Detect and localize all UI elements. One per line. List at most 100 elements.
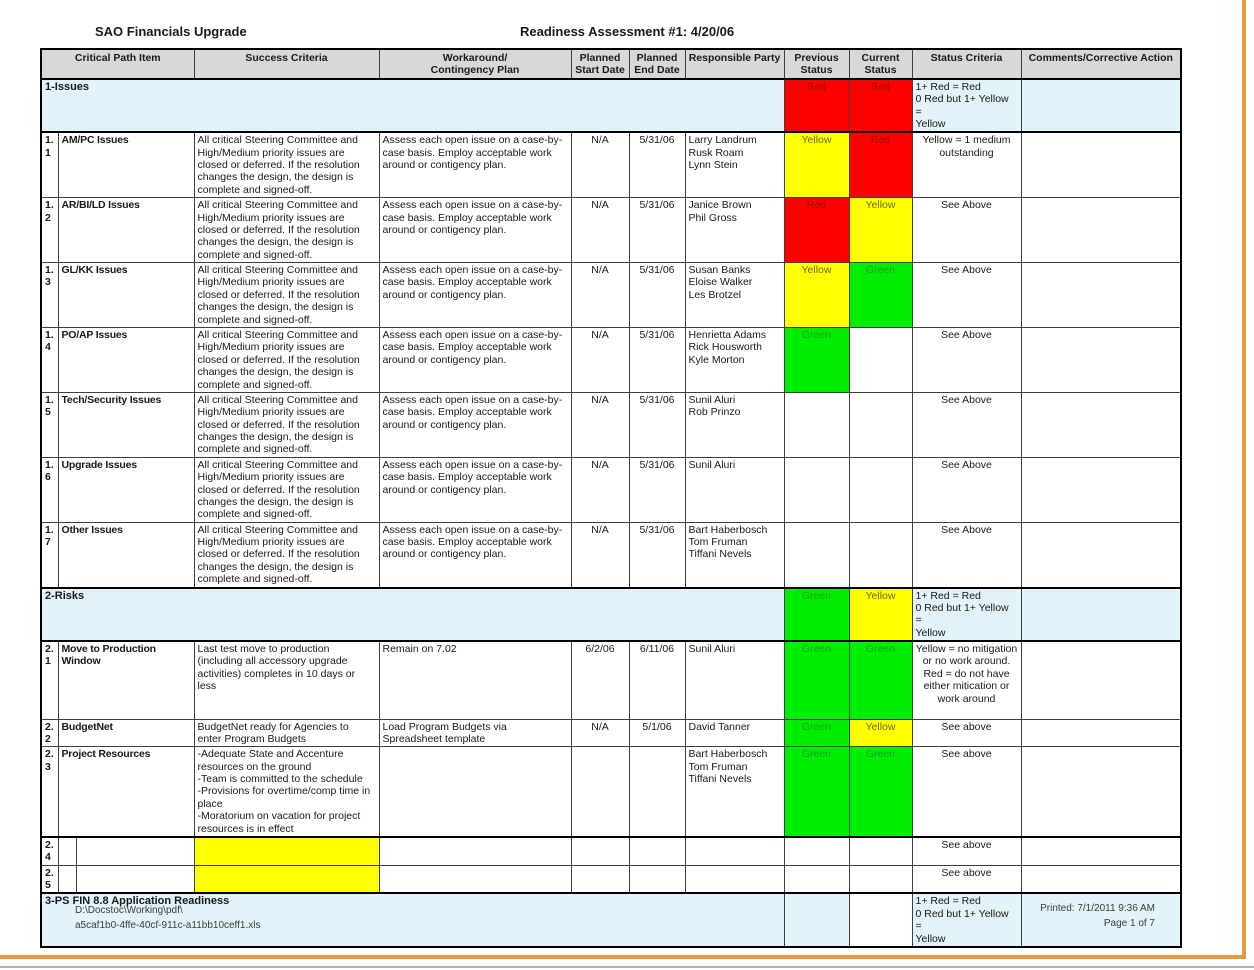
cell-critical-path-item: AR/BI/LD Issues xyxy=(57,197,195,263)
cell-current-status: Red xyxy=(848,77,913,134)
cell-planned-start-date xyxy=(570,835,630,866)
cell-current-status xyxy=(848,327,913,393)
cell-workaround: Assess each open issue on a case-by-case… xyxy=(378,521,572,589)
cell-responsible-party: Bart Haberbosch Tom Fruman Tiffani Nevel… xyxy=(684,746,785,838)
cell-current-status xyxy=(848,892,913,948)
cell-critical-path-item: PO/AP Issues xyxy=(57,327,195,393)
cell-critical-path-item xyxy=(75,835,195,866)
cell-workaround xyxy=(378,746,572,838)
cell-planned-start-date: N/A xyxy=(570,456,630,523)
cell-critical-path-item: Upgrade Issues xyxy=(57,456,195,523)
cell-current-status xyxy=(848,521,913,589)
section-label: 2-Risks xyxy=(40,586,785,642)
cell-status-criteria: See above xyxy=(911,864,1022,894)
cell-planned-end-date: 5/1/06 xyxy=(628,718,686,748)
table-row-1.6: 1.6 Upgrade Issues All critical Steering C… xyxy=(40,456,1182,523)
cell-critical-path-item: Project Resources xyxy=(57,746,195,838)
cell-row-number: 1.2 xyxy=(40,197,59,263)
cell-comments xyxy=(1020,864,1182,894)
cell-comments xyxy=(1020,746,1182,838)
cell-comments xyxy=(1020,327,1182,393)
cell-row-number: 1.6 xyxy=(40,456,59,523)
cell-workaround xyxy=(378,835,572,866)
cell-status-criteria: 1+ Red = Red 0 Red but 1+ Yellow = Yello… xyxy=(911,586,1022,642)
table-row-1.7: 1.7 Other Issues All critical Steering Com… xyxy=(40,521,1182,589)
cell-current-status: Green xyxy=(848,746,913,838)
cell-previous-status: Red xyxy=(783,197,850,263)
cell-previous-status xyxy=(783,835,850,866)
cell-workaround: Assess each open issue on a case-by-case… xyxy=(378,327,572,393)
cell-previous-status: Yellow xyxy=(783,131,850,199)
cell-status-criteria: See Above xyxy=(911,262,1022,328)
page-frame-bottom xyxy=(0,955,1246,959)
cell-previous-status: Green xyxy=(783,640,850,720)
cell-planned-start-date xyxy=(570,864,630,894)
cell-comments xyxy=(1020,197,1182,263)
cell-previous-status: Green xyxy=(783,586,850,642)
table-row-2.5: 2.5 See above xyxy=(40,864,1182,894)
cell-row-number: 1.7 xyxy=(40,521,59,589)
cell-planned-end-date: 5/31/06 xyxy=(628,197,686,263)
table-row-2.4: 2.4 See above xyxy=(40,835,1182,866)
cell-planned-start-date: 6/2/06 xyxy=(570,640,630,720)
table-header-row: Critical Path Item Success Criteria Workar… xyxy=(40,48,1182,80)
cell-status-criteria: See Above xyxy=(911,197,1022,263)
cell-responsible-party: Bart Haberbosch Tom Fruman Tiffani Nevel… xyxy=(684,521,785,589)
cell-success-criteria xyxy=(193,864,380,894)
cell-comments xyxy=(1020,718,1182,748)
assessment-title: Readiness Assessment #1: 4/20/06 xyxy=(520,24,735,39)
cell-comments xyxy=(1020,456,1182,523)
cell-success-criteria xyxy=(193,835,380,866)
cell-planned-start-date: N/A xyxy=(570,131,630,199)
cell-critical-path-item: GL/KK Issues xyxy=(57,262,195,328)
cell-current-status: Red xyxy=(848,131,913,199)
cell-planned-end-date: 5/31/06 xyxy=(628,521,686,589)
cell-status-criteria: See above xyxy=(911,718,1022,748)
cell-previous-status: Green xyxy=(783,746,850,838)
cell-comments xyxy=(1020,77,1182,134)
section-label: 3-PS FIN 8.8 Application Readiness xyxy=(40,892,785,948)
table-row-1.2: 1.2 AR/BI/LD Issues All critical Steering … xyxy=(40,197,1182,263)
cell-status-criteria: See Above xyxy=(911,391,1022,458)
cell-workaround: Assess each open issue on a case-by-case… xyxy=(378,197,572,263)
cell-critical-path-item: Move to Production Window xyxy=(57,640,195,720)
cell-workaround: Assess each open issue on a case-by-case… xyxy=(378,456,572,523)
cell-responsible-party: Janice Brown Phil Gross xyxy=(684,197,785,263)
cell-workaround: Assess each open issue on a case-by-case… xyxy=(378,391,572,458)
cell-current-status: Yellow xyxy=(848,718,913,748)
cell-critical-path-item: Other Issues xyxy=(57,521,195,589)
cell-current-status: Yellow xyxy=(848,197,913,263)
cell-critical-path-item: Tech/Security Issues xyxy=(57,391,195,458)
cell-success-criteria: Last test move to production (including … xyxy=(193,640,380,720)
cell-status-criteria: Yellow = 1 medium outstanding xyxy=(911,131,1022,199)
cell-row-number: 1.4 xyxy=(40,327,59,393)
section-title: 1-Issues xyxy=(45,80,90,93)
cell-responsible-party: Sunil Aluri xyxy=(684,640,785,720)
column-header-10: Comments/Corrective Action xyxy=(1020,48,1182,80)
cell-planned-start-date: N/A xyxy=(570,718,630,748)
cell-previous-status xyxy=(783,456,850,523)
cell-planned-end-date: 6/11/06 xyxy=(628,640,686,720)
table-row-2.3: 2.3 Project Resources -Adequate State and … xyxy=(40,746,1182,838)
cell-responsible-party xyxy=(684,835,785,866)
section-title: 3-PS FIN 8.8 Application Readiness xyxy=(45,895,230,908)
cell-comments xyxy=(1020,586,1182,642)
section-row-3-PS FIN 8.8 Application Readiness: 3-PS FIN 8.8 Application Readiness 1+ Red… xyxy=(40,892,1182,948)
cell-row-number: 2.4 xyxy=(40,835,59,866)
cell-planned-end-date xyxy=(628,835,686,866)
cell-current-status: Green xyxy=(848,640,913,720)
cell-workaround xyxy=(378,864,572,894)
cell-blank xyxy=(57,864,77,894)
cell-comments xyxy=(1020,262,1182,328)
cell-success-criteria: BudgetNet ready for Agencies to enter Pr… xyxy=(193,718,380,748)
cell-comments xyxy=(1020,391,1182,458)
table-row-1.5: 1.5 Tech/Security Issues All critical Stee… xyxy=(40,391,1182,458)
column-header-9: Status Criteria xyxy=(911,48,1022,80)
cell-blank xyxy=(57,835,77,866)
page-edge xyxy=(0,966,1254,968)
cell-row-number: 1.3 xyxy=(40,262,59,328)
cell-row-number: 2.2 xyxy=(40,718,59,748)
cell-success-criteria: -Adequate State and Accenture resources … xyxy=(193,746,380,838)
cell-row-number: 1.1 xyxy=(40,131,59,199)
cell-critical-path-item: BudgetNet xyxy=(57,718,195,748)
